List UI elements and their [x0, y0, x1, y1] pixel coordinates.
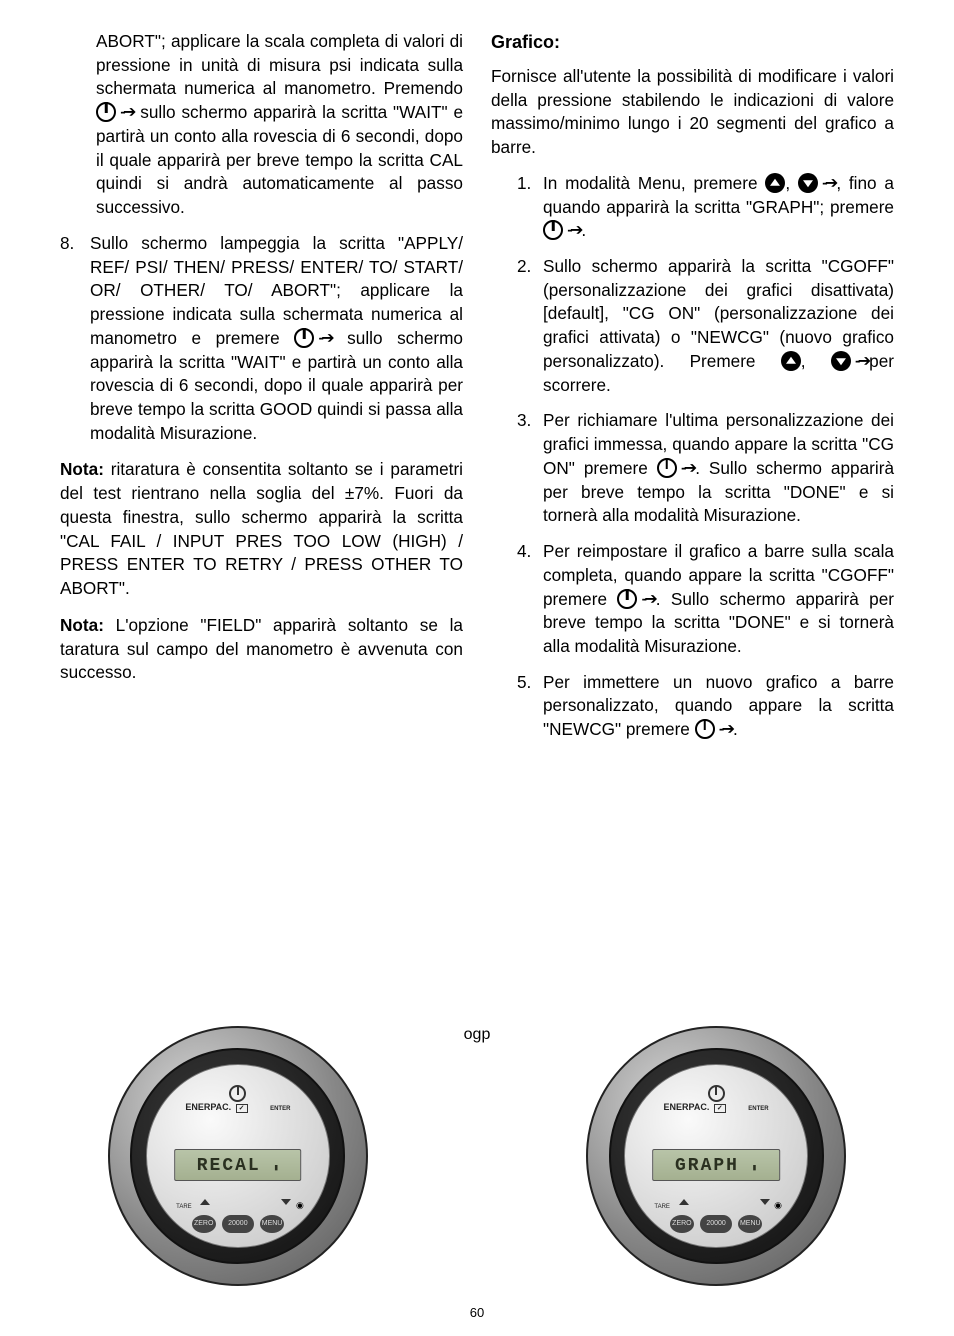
- down-tri-icon: [281, 1199, 291, 1205]
- gauge-enter-label: ENTER: [270, 1106, 290, 1112]
- power-icon: [617, 589, 637, 609]
- list-item-3: 3. Per richiamare l'ultima personalizzaz…: [491, 409, 894, 528]
- gauge-lcd-text: GRAPH: [675, 1156, 739, 1176]
- text: In modalità Menu, premere: [543, 173, 765, 193]
- gauge-buttons: TARE ◉ ZERO 20000 MENU: [147, 1195, 329, 1233]
- gauge-face: ENERPAC. ✓ ENTER RECAL ▮ TARE: [146, 1064, 330, 1248]
- item-number: 3.: [517, 409, 543, 528]
- gauge-bezel: ENERPAC. ✓ ENTER GRAPH ▮ TARE: [586, 1026, 846, 1286]
- tare-label: TARE: [172, 1204, 196, 1210]
- gauge-face: ENERPAC. ✓ ENTER GRAPH ▮ TARE: [624, 1064, 808, 1248]
- item-number: 8.: [60, 232, 90, 446]
- battery-icon: ▮: [274, 1163, 279, 1173]
- psi-button: 20000: [700, 1215, 731, 1233]
- item-body: Per reimpostare il grafico a barre sulla…: [543, 540, 894, 659]
- list-item-8: 8. Sullo schermo lampeggia la scritta "A…: [60, 232, 463, 446]
- psi-button: 20000: [222, 1215, 253, 1233]
- gauge-power-icon: [229, 1085, 246, 1102]
- arrow-icon: ···➔: [854, 351, 867, 373]
- item-body: Per immettere un nuovo grafico a barre p…: [543, 671, 894, 742]
- item-body: Sullo schermo lampeggia la scritta "APPL…: [90, 232, 463, 446]
- gauge-brand-row: ENERPAC. ✓ ENTER: [625, 1085, 807, 1112]
- menu-button: MENU: [738, 1215, 762, 1233]
- gauge-lcd: RECAL ▮: [174, 1149, 302, 1181]
- item-number: 5.: [517, 671, 543, 742]
- item-number: 1.: [517, 172, 543, 243]
- item-body: In modalità Menu, premere , ···➔, fino a…: [543, 172, 894, 243]
- right-column: Grafico: Fornisce all'utente la possibil…: [491, 30, 894, 1030]
- nota-2: Nota: L'opzione "FIELD" apparirà soltant…: [60, 614, 463, 685]
- list-item-4: 4. Per reimpostare il grafico a barre su…: [491, 540, 894, 659]
- power-icon: [543, 220, 563, 240]
- content-columns: ABORT"; applicare la scala completa di v…: [60, 30, 894, 1030]
- power-icon: [657, 458, 677, 478]
- item-body: Per richiamare l'ultima personalizzazion…: [543, 409, 894, 528]
- gauge-cert-icon: ✓: [714, 1104, 726, 1113]
- gauge-right: ENERPAC. ✓ ENTER GRAPH ▮ TARE: [586, 1026, 846, 1286]
- zero-button: ZERO: [670, 1215, 694, 1233]
- nota-text: L'opzione "FIELD" apparirà soltanto se l…: [60, 615, 463, 682]
- menu-button: MENU: [260, 1215, 284, 1233]
- gauge-illustrations: ENERPAC. ✓ ENTER RECAL ▮ TARE: [0, 1026, 954, 1286]
- up-tri-icon: [679, 1199, 689, 1205]
- text: sullo schermo apparirà la scritta "WAIT"…: [96, 102, 463, 217]
- power-icon: [96, 102, 116, 122]
- arrow-icon: ···➔: [640, 589, 653, 611]
- gauge-cert-icon: ✓: [236, 1104, 248, 1113]
- section-heading: Grafico:: [491, 30, 894, 55]
- clock-icon: ◉: [296, 1200, 304, 1210]
- gauge-lcd: GRAPH ▮: [652, 1149, 780, 1181]
- down-icon: [798, 173, 818, 193]
- gauge-enter-label: ENTER: [748, 1106, 768, 1112]
- up-icon: [765, 173, 785, 193]
- down-tri-icon: [760, 1199, 770, 1205]
- arrow-icon: ···➔: [718, 719, 731, 741]
- clock-icon: ◉: [774, 1200, 782, 1210]
- gauge-buttons: TARE ◉ ZERO 20000 MENU: [625, 1195, 807, 1233]
- power-icon: [294, 328, 314, 348]
- arrow-icon: ···➔: [821, 173, 834, 195]
- gauge-left: ENERPAC. ✓ ENTER RECAL ▮ TARE: [108, 1026, 368, 1286]
- left-column: ABORT"; applicare la scala completa di v…: [60, 30, 463, 1030]
- item-number: 2.: [517, 255, 543, 397]
- tare-label: TARE: [650, 1204, 674, 1210]
- intro-text: Fornisce all'utente la possibilità di mo…: [491, 65, 894, 160]
- list-item-5: 5. Per immettere un nuovo grafico a barr…: [491, 671, 894, 742]
- down-icon: [831, 351, 851, 371]
- gauge-bezel: ENERPAC. ✓ ENTER RECAL ▮ TARE: [108, 1026, 368, 1286]
- page-number: 60: [0, 1305, 954, 1320]
- text: ABORT"; applicare la scala completa di v…: [96, 31, 463, 98]
- nota-label: Nota:: [60, 615, 104, 635]
- arrow-icon: ···➔: [119, 102, 132, 124]
- arrow-icon: ···➔: [317, 328, 330, 350]
- item-number: 4.: [517, 540, 543, 659]
- gauge-brand-row: ENERPAC. ✓ ENTER: [147, 1085, 329, 1112]
- gauge-brand: ENERPAC.: [664, 1102, 710, 1112]
- item-body: Sullo schermo apparirà la scritta "CGOFF…: [543, 255, 894, 397]
- battery-icon: ▮: [752, 1163, 757, 1173]
- text: .: [733, 719, 738, 739]
- continued-paragraph: ABORT"; applicare la scala completa di v…: [60, 30, 463, 220]
- power-icon: [695, 719, 715, 739]
- list-item-1: 1. In modalità Menu, premere , ···➔, fin…: [491, 172, 894, 243]
- text: .: [581, 220, 586, 240]
- list-item-2: 2. Sullo schermo apparirà la scritta "CG…: [491, 255, 894, 397]
- nota-1: Nota: ritaratura è consentita soltanto s…: [60, 458, 463, 600]
- up-icon: [781, 351, 801, 371]
- up-tri-icon: [200, 1199, 210, 1205]
- gauge-brand: ENERPAC.: [185, 1102, 231, 1112]
- gauge-lcd-text: RECAL: [197, 1156, 261, 1176]
- zero-button: ZERO: [192, 1215, 216, 1233]
- arrow-icon: ···➔: [680, 458, 693, 480]
- nota-label: Nota:: [60, 459, 104, 479]
- nota-text: ritaratura è consentita soltanto se i pa…: [60, 459, 463, 598]
- gauge-power-icon: [708, 1085, 725, 1102]
- arrow-icon: ···➔: [566, 220, 579, 242]
